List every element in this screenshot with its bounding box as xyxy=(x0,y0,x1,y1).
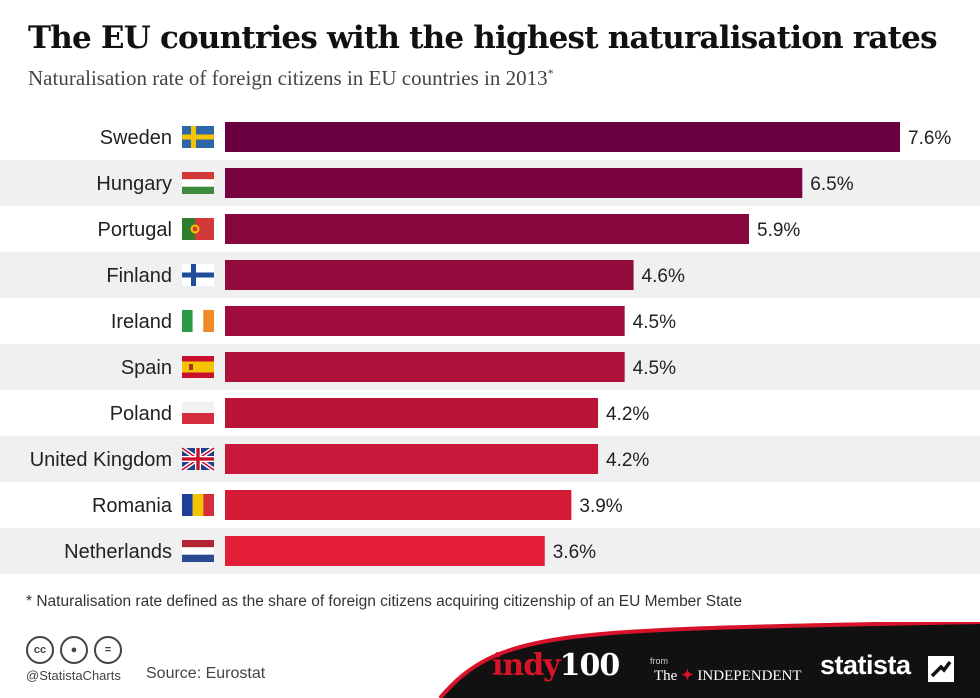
hungary-flag-icon xyxy=(182,172,214,194)
bar[interactable] xyxy=(225,214,750,244)
bar[interactable] xyxy=(225,122,900,152)
category-label: Spain xyxy=(121,357,172,379)
indy-number: 100 xyxy=(559,648,621,683)
bar[interactable] xyxy=(225,168,803,198)
value-label: 3.6% xyxy=(553,542,596,563)
value-label: 6.5% xyxy=(810,174,853,195)
sweden-flag-icon xyxy=(182,126,214,148)
bar[interactable] xyxy=(225,352,625,382)
statista-handle[interactable]: @StatistaCharts xyxy=(26,668,121,683)
indy-text: indy xyxy=(492,648,561,683)
from-label: from xyxy=(650,656,668,666)
category-label: Poland xyxy=(110,403,172,425)
poland-flag-icon xyxy=(182,402,214,424)
value-label: 7.6% xyxy=(908,128,951,149)
subtitle-text: Naturalisation rate of foreign citizens … xyxy=(28,66,548,90)
statista-mark-icon xyxy=(928,656,954,682)
value-label: 4.5% xyxy=(633,312,676,333)
bar[interactable] xyxy=(225,490,572,520)
eagle-icon: ✦ xyxy=(681,668,694,684)
independent-the: The xyxy=(654,668,678,684)
bar[interactable] xyxy=(225,444,599,474)
spain-flag-icon xyxy=(182,356,214,378)
category-label: Ireland xyxy=(111,311,172,333)
indy100-logo[interactable]: indy100 xyxy=(492,648,621,683)
nd-icon[interactable]: = xyxy=(94,636,122,664)
footnote: * Naturalisation rate defined as the sha… xyxy=(26,593,742,610)
footer-background xyxy=(438,622,980,698)
uk-flag-icon xyxy=(180,446,216,472)
finland-flag-icon xyxy=(182,264,214,286)
category-label: Romania xyxy=(92,495,173,517)
chart-title: The EU countries with the highest natura… xyxy=(28,20,938,56)
independent-logo[interactable]: The ✦ INDEPENDENT xyxy=(654,666,802,685)
category-label: Portugal xyxy=(98,219,173,241)
value-label: 4.2% xyxy=(606,450,649,471)
value-label: 4.5% xyxy=(633,358,676,379)
category-label: United Kingdom xyxy=(30,449,172,471)
ireland-flag-icon xyxy=(182,310,214,332)
category-label: Sweden xyxy=(100,127,172,149)
category-label: Finland xyxy=(106,265,172,287)
portugal-flag-icon xyxy=(182,218,214,240)
chart-subtitle: Naturalisation rate of foreign citizens … xyxy=(28,66,554,91)
bar-chart: Sweden 7.6% Hungary 6.5% Portugal 5.9% Finland… xyxy=(0,122,980,574)
romania-flag-icon xyxy=(182,494,214,516)
source-label: Source: Eurostat xyxy=(146,665,266,682)
bar[interactable] xyxy=(225,536,545,566)
category-label: Netherlands xyxy=(64,541,172,563)
statista-logo[interactable]: statista xyxy=(820,650,911,680)
bar[interactable] xyxy=(225,398,599,428)
by-icon[interactable]: ● xyxy=(60,636,88,664)
value-label: 3.9% xyxy=(579,496,622,517)
value-label: 5.9% xyxy=(757,220,800,241)
bar[interactable] xyxy=(225,306,625,336)
cc-icon[interactable]: cc xyxy=(26,636,54,664)
netherlands-flag-icon xyxy=(182,540,214,562)
category-label: Hungary xyxy=(96,173,172,195)
independent-name: INDEPENDENT xyxy=(697,668,802,684)
bar[interactable] xyxy=(225,260,634,290)
value-label: 4.6% xyxy=(642,266,685,287)
subtitle-footnote-mark: * xyxy=(547,66,554,80)
license-icons: cc ● = xyxy=(26,636,122,664)
value-label: 4.2% xyxy=(606,404,649,425)
